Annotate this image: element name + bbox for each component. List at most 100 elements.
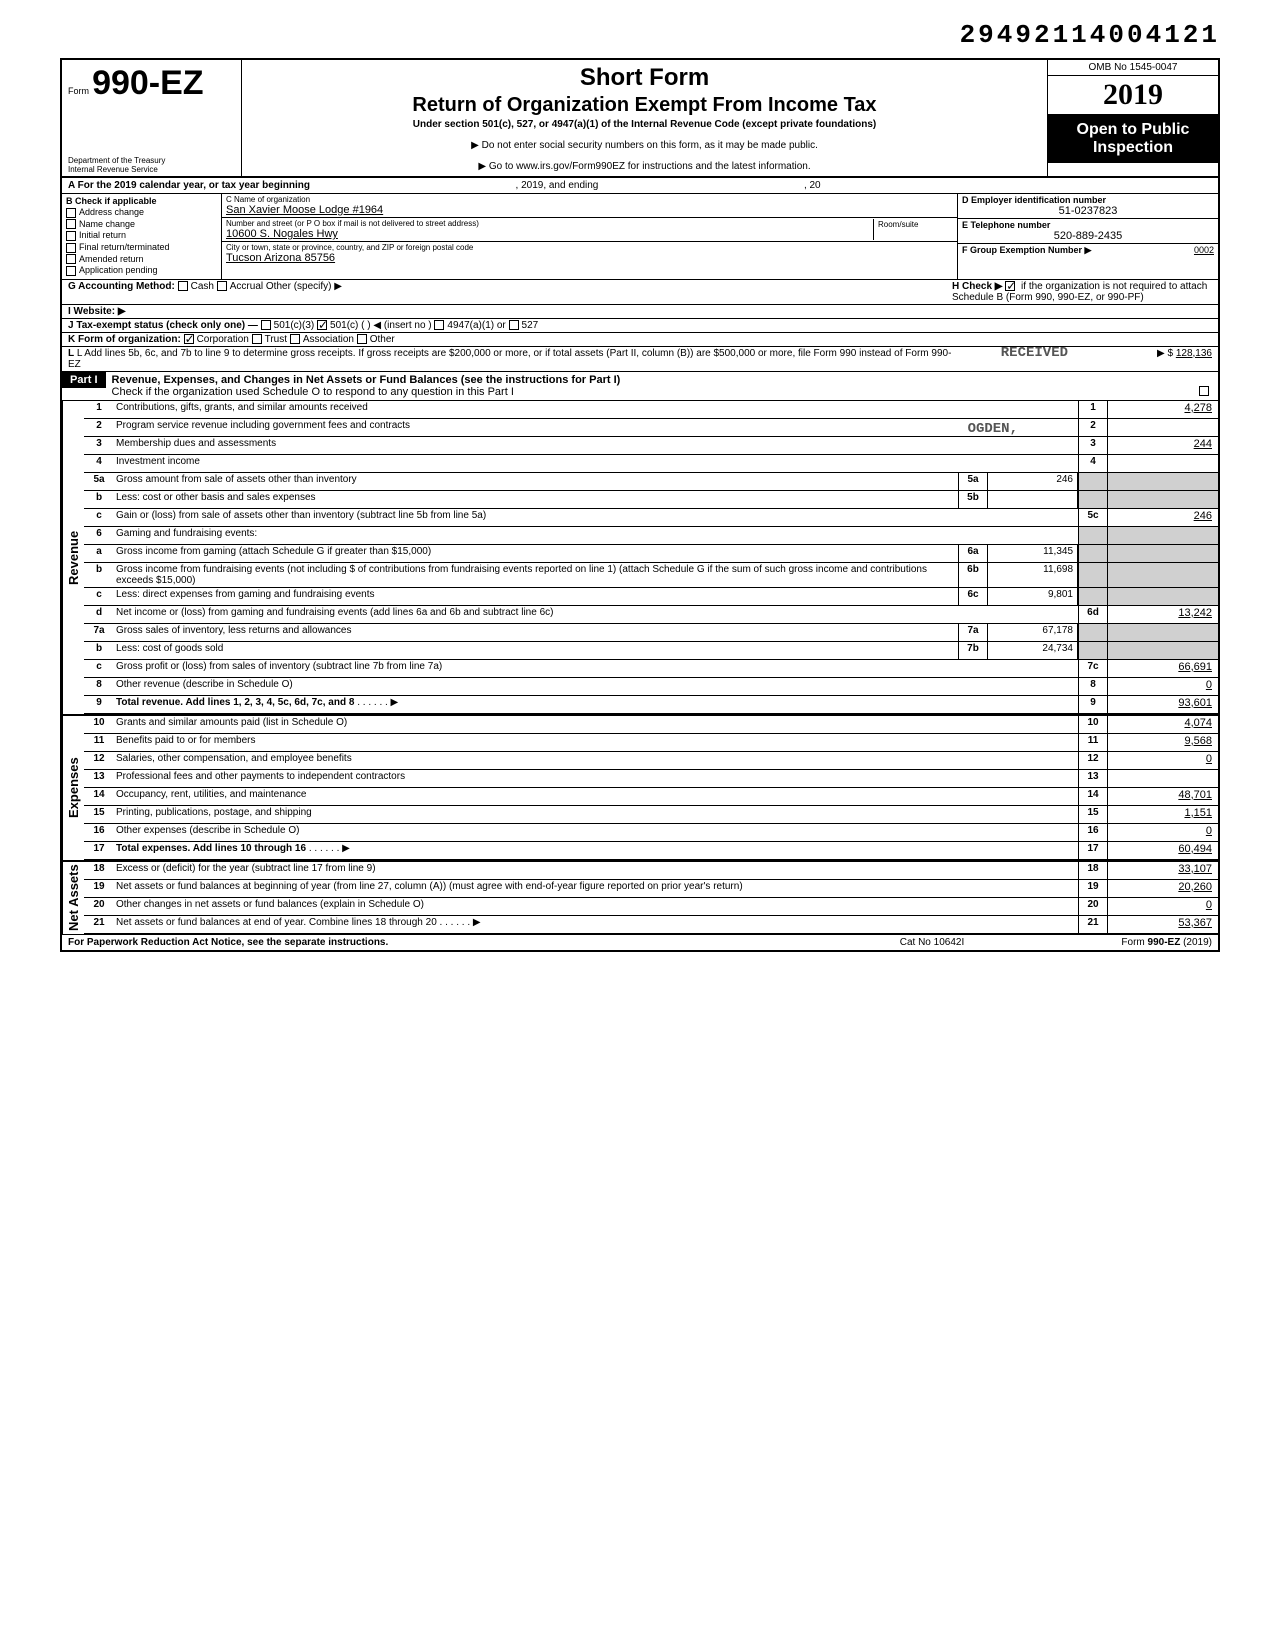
line-1: 1Contributions, gifts, grants, and simil… — [84, 401, 1218, 419]
label-tax-exempt: J Tax-exempt status (check only one) — — [68, 320, 258, 331]
line-7a: 7aGross sales of inventory, less returns… — [84, 624, 1218, 642]
netassets-section: Net Assets 18Excess or (deficit) for the… — [62, 862, 1218, 934]
line-c: cGross profit or (loss) from sales of in… — [84, 660, 1218, 678]
cb-corporation[interactable] — [184, 334, 194, 344]
side-label-expenses: Expenses — [62, 716, 84, 860]
label-h-check: H Check ▶ — [952, 281, 1002, 292]
cb-527[interactable] — [509, 320, 519, 330]
tax-year: 20201919 — [1048, 76, 1218, 115]
cb-cash[interactable] — [178, 281, 188, 291]
header-center: Short Form Return of Organization Exempt… — [242, 60, 1048, 176]
cb-final-return[interactable]: Final return/terminated — [66, 242, 217, 253]
org-name: San Xavier Moose Lodge #1964 — [226, 204, 953, 216]
row-g-accounting: G Accounting Method: Cash Accrual Other … — [62, 280, 1218, 305]
line-11: 11Benefits paid to or for members119,568 — [84, 734, 1218, 752]
col-de: D Employer identification number 51-0237… — [958, 194, 1218, 279]
cb-initial-return[interactable]: Initial return — [66, 230, 217, 241]
line-6: 6Gaming and fundraising events: — [84, 527, 1218, 545]
header-right: OMB No 1545-0047 20201919 Open to Public… — [1048, 60, 1218, 176]
line-8: 8Other revenue (describe in Schedule O)8… — [84, 678, 1218, 696]
label-addr: Number and street (or P O box if mail is… — [226, 219, 873, 228]
line-14: 14Occupancy, rent, utilities, and mainte… — [84, 788, 1218, 806]
phone-value: 520-889-2435 — [962, 230, 1214, 242]
label-accounting: G Accounting Method: — [68, 281, 175, 292]
col-b-header: B Check if applicable — [66, 196, 217, 206]
row-a-label: A For the 2019 calendar year, or tax yea… — [68, 180, 310, 191]
label-form-org: K Form of organization: — [68, 334, 181, 345]
line-15: 15Printing, publications, postage, and s… — [84, 806, 1218, 824]
note-url: ▶ Go to www.irs.gov/Form990EZ for instru… — [252, 161, 1037, 172]
cb-address-change[interactable]: Address change — [66, 207, 217, 218]
row-k-form-org: K Form of organization: Corporation Trus… — [62, 333, 1218, 347]
side-label-netassets: Net Assets — [62, 862, 84, 934]
title-return: Return of Organization Exempt From Incom… — [252, 94, 1037, 117]
line-10: 10Grants and similar amounts paid (list … — [84, 716, 1218, 734]
part1-sub: Check if the organization used Schedule … — [112, 386, 514, 398]
label-ein: D Employer identification number — [962, 195, 1214, 205]
footer-paperwork: For Paperwork Reduction Act Notice, see … — [68, 937, 832, 948]
omb-number: OMB No 1545-0047 — [1048, 60, 1218, 76]
dept-treasury: Department of the Treasury Internal Reve… — [68, 156, 165, 174]
group-exemption-value: 0002 — [1154, 245, 1214, 256]
part1-label: Part I — [62, 372, 106, 388]
line-b: bLess: cost of goods sold7b24,734 — [84, 642, 1218, 660]
cb-trust[interactable] — [252, 334, 262, 344]
subtitle-under: Under section 501(c), 527, or 4947(a)(1)… — [252, 119, 1037, 130]
note-ssn: ▶ Do not enter social security numbers o… — [252, 140, 1037, 151]
title-short-form: Short Form — [252, 64, 1037, 92]
cb-association[interactable] — [290, 334, 300, 344]
line-b: bLess: cost or other basis and sales exp… — [84, 491, 1218, 509]
line-12: 12Salaries, other compensation, and empl… — [84, 752, 1218, 770]
barcode-number: 29492114004121 — [60, 20, 1220, 50]
cb-501c[interactable] — [317, 320, 327, 330]
col-c-org-info: C Name of organization San Xavier Moose … — [222, 194, 958, 279]
col-b-checkboxes: B Check if applicable Address change Nam… — [62, 194, 222, 279]
line-13: 13Professional fees and other payments t… — [84, 770, 1218, 788]
line-21: 21Net assets or fund balances at end of … — [84, 916, 1218, 934]
section-bcde: B Check if applicable Address change Nam… — [62, 194, 1218, 280]
line-16: 16Other expenses (describe in Schedule O… — [84, 824, 1218, 842]
cb-name-change[interactable]: Name change — [66, 219, 217, 230]
cb-other-org[interactable] — [357, 334, 367, 344]
cb-application-pending[interactable]: Application pending — [66, 265, 217, 276]
line-20: 20Other changes in net assets or fund ba… — [84, 898, 1218, 916]
label-phone: E Telephone number — [962, 220, 1214, 230]
cb-schedule-o[interactable] — [1199, 386, 1209, 396]
org-city: Tucson Arizona 85756 — [226, 252, 953, 264]
line-c: cLess: direct expenses from gaming and f… — [84, 588, 1218, 606]
header-left: Form 990-EZ Department of the Treasury I… — [62, 60, 242, 176]
expenses-section: Expenses 10Grants and similar amounts pa… — [62, 716, 1218, 862]
line-b: bGross income from fundraising events (n… — [84, 563, 1218, 588]
revenue-section: OGDEN, Revenue 1Contributions, gifts, gr… — [62, 401, 1218, 716]
form-header: Form 990-EZ Department of the Treasury I… — [62, 60, 1218, 178]
cb-accrual[interactable] — [217, 281, 227, 291]
cb-501c3[interactable] — [261, 320, 271, 330]
open-public-badge: Open to Public Inspection — [1048, 115, 1218, 163]
line-19: 19Net assets or fund balances at beginni… — [84, 880, 1218, 898]
label-other-specify: Other (specify) ▶ — [266, 281, 342, 292]
line-d: dNet income or (loss) from gaming and fu… — [84, 606, 1218, 624]
cb-schedule-b[interactable] — [1005, 281, 1015, 291]
row-a-mid: , 2019, and ending — [516, 180, 599, 191]
label-city: City or town, state or province, country… — [226, 243, 953, 252]
line-c: cGain or (loss) from sale of assets othe… — [84, 509, 1218, 527]
cb-4947[interactable] — [434, 320, 444, 330]
line-2: 2Program service revenue including gover… — [84, 419, 1218, 437]
row-j-tax-exempt: J Tax-exempt status (check only one) — 5… — [62, 319, 1218, 333]
part1-header-row: Part I Revenue, Expenses, and Changes in… — [62, 372, 1218, 401]
org-address: 10600 S. Nogales Hwy — [226, 228, 873, 240]
footer-catno: Cat No 10642I — [832, 937, 1032, 948]
line-9: 9Total revenue. Add lines 1, 2, 3, 4, 5c… — [84, 696, 1218, 714]
label-website: I Website: ▶ — [68, 306, 126, 317]
line-a: aGross income from gaming (attach Schedu… — [84, 545, 1218, 563]
line-17: 17Total expenses. Add lines 10 through 1… — [84, 842, 1218, 860]
form-number: 990-EZ — [92, 64, 204, 102]
row-i-website: I Website: ▶ — [62, 305, 1218, 319]
gross-receipts-value: 128,136 — [1176, 348, 1212, 359]
side-label-revenue: Revenue — [62, 401, 84, 714]
cb-amended-return[interactable]: Amended return — [66, 254, 217, 265]
text-gross-receipts: L Add lines 5b, 6c, and 7b to line 9 to … — [68, 348, 951, 370]
form-990ez: Form 990-EZ Department of the Treasury I… — [60, 58, 1220, 952]
line-18: 18Excess or (deficit) for the year (subt… — [84, 862, 1218, 880]
form-footer: For Paperwork Reduction Act Notice, see … — [62, 934, 1218, 950]
